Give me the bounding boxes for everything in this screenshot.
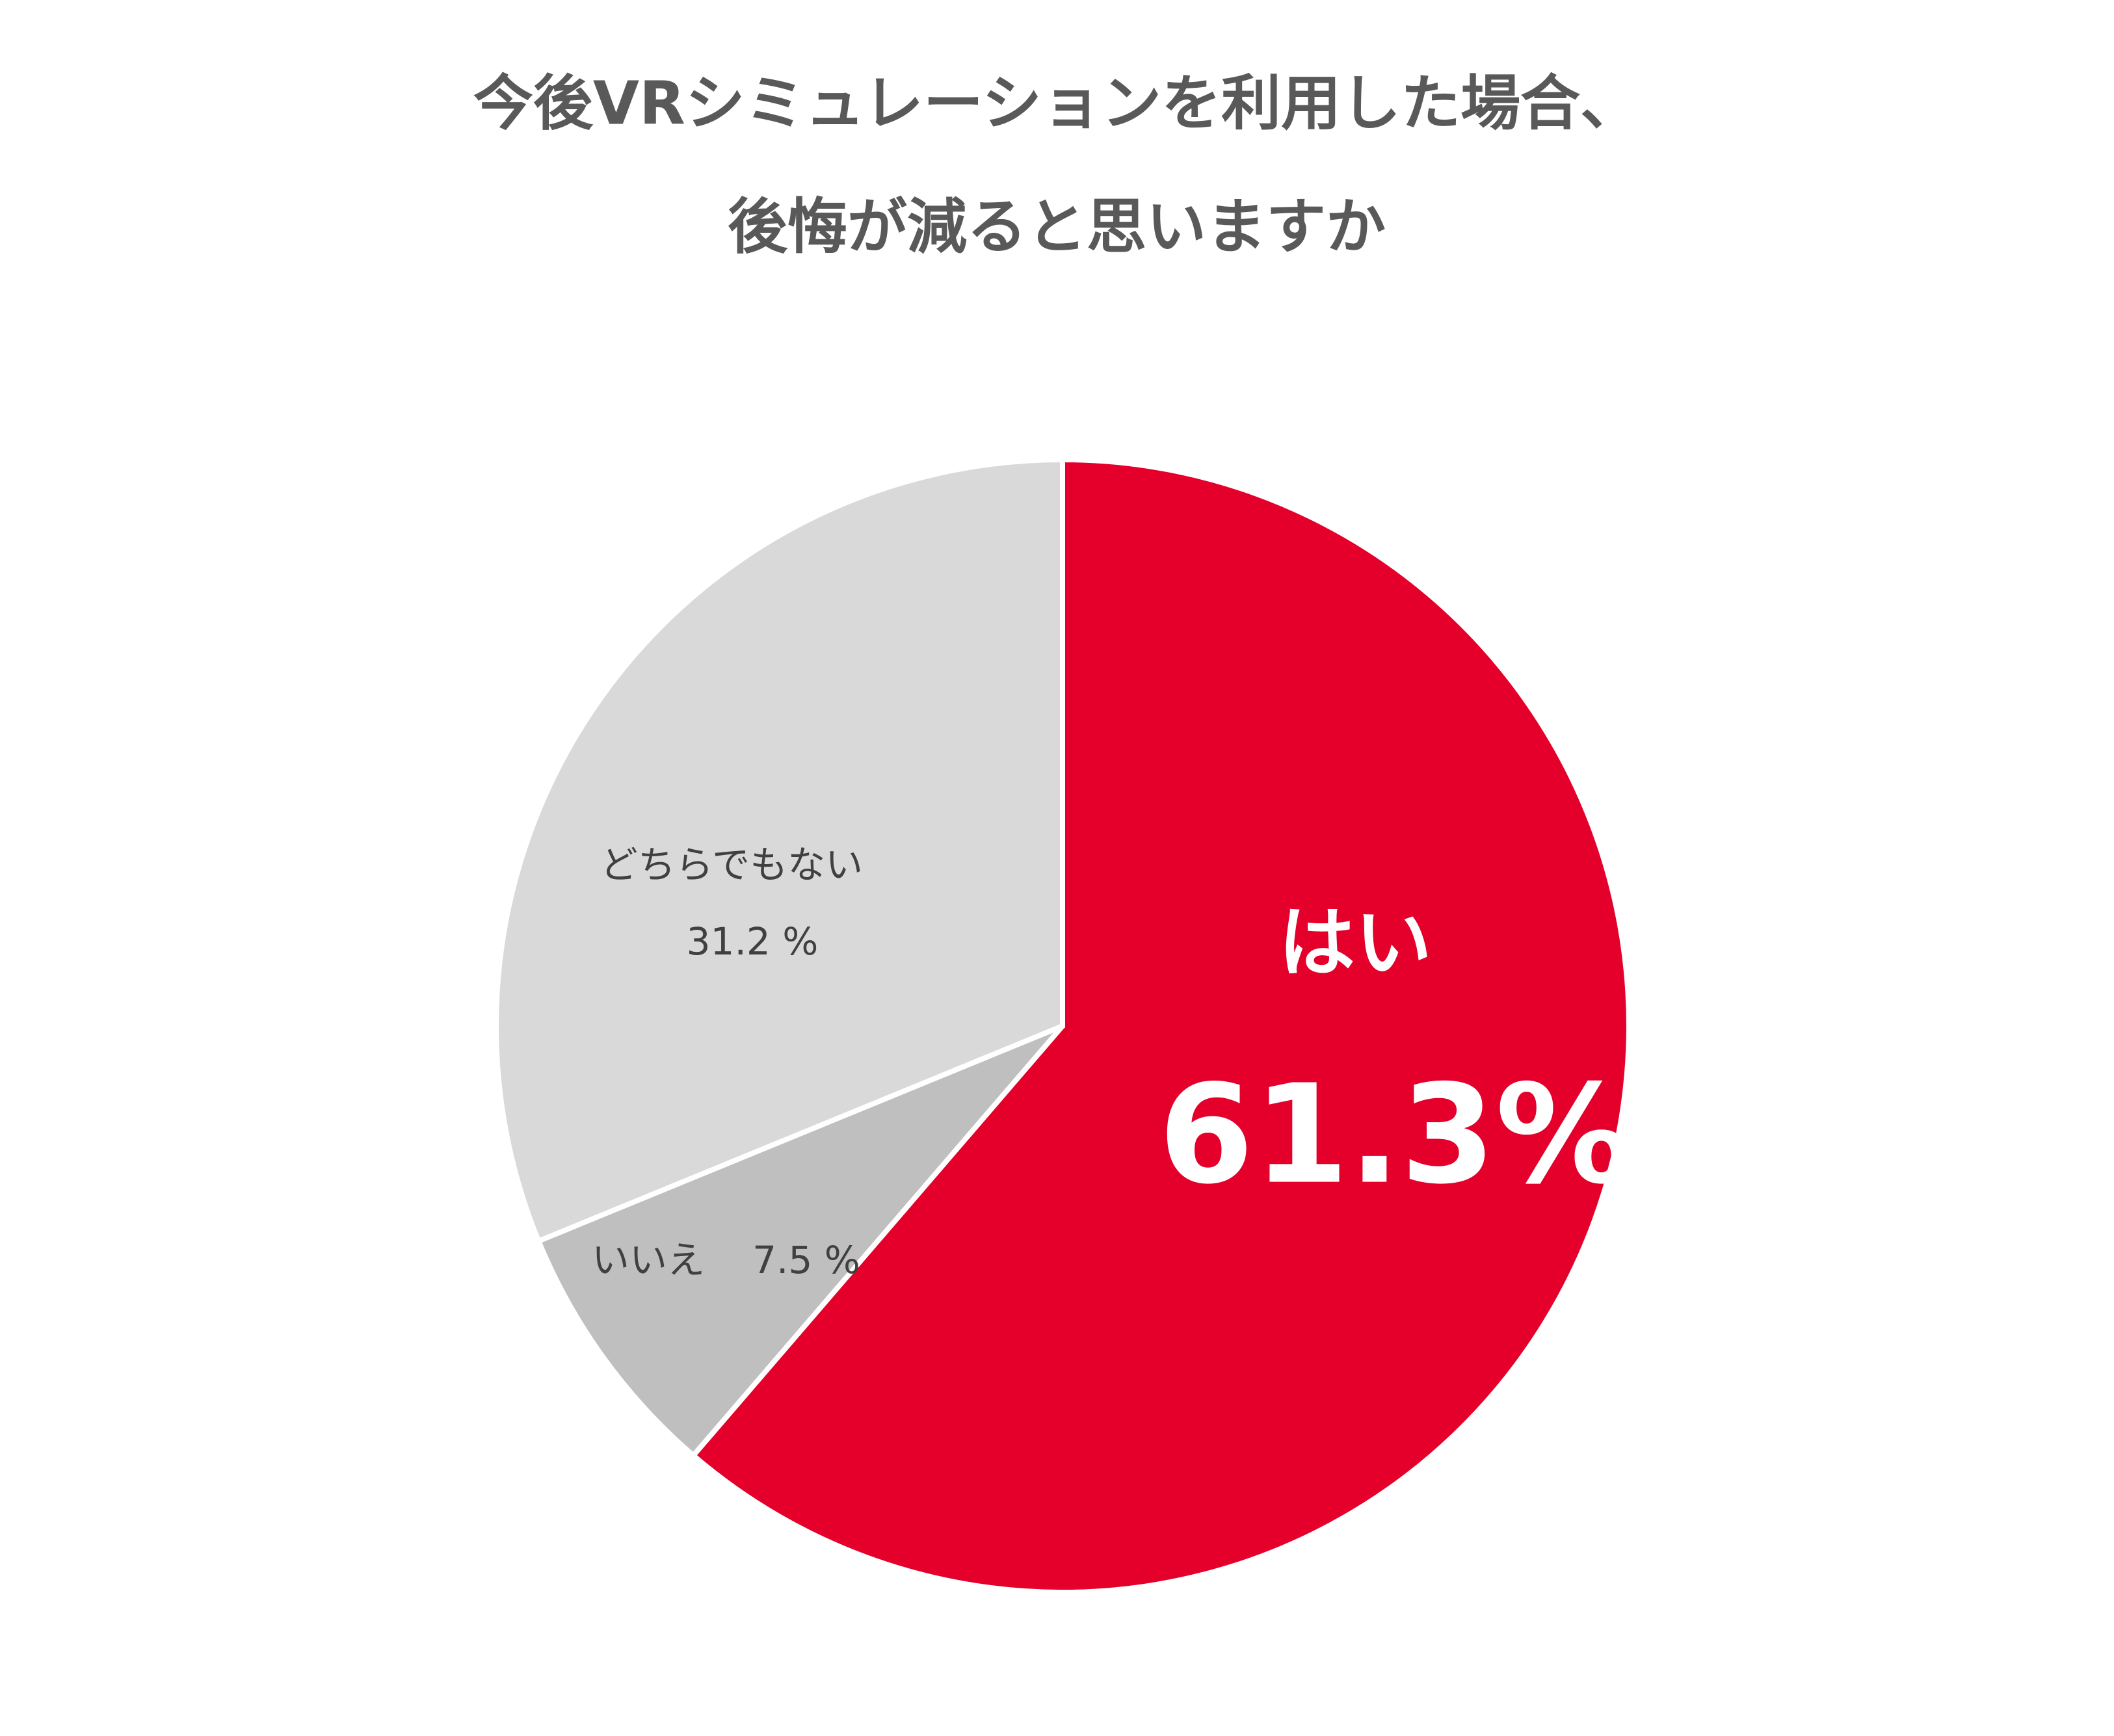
chart-title: 後悔が減ると思いますか — [728, 192, 1386, 261]
value-label: 61.3% — [1159, 1055, 1633, 1215]
pie-slice — [535, 1023, 1065, 1460]
slice-label: はい — [1278, 898, 1432, 988]
slice-label: どちらでもない — [600, 843, 863, 887]
value-label: 7.5 % — [752, 1238, 860, 1282]
chart-title: 今後VRシミュレーションを利用した場合、 — [473, 68, 1640, 138]
slice-label: いいえ — [592, 1238, 705, 1282]
pie-slice — [689, 456, 1632, 1595]
pie-slice — [494, 456, 1065, 1245]
value-label: 31.2 % — [687, 919, 819, 964]
